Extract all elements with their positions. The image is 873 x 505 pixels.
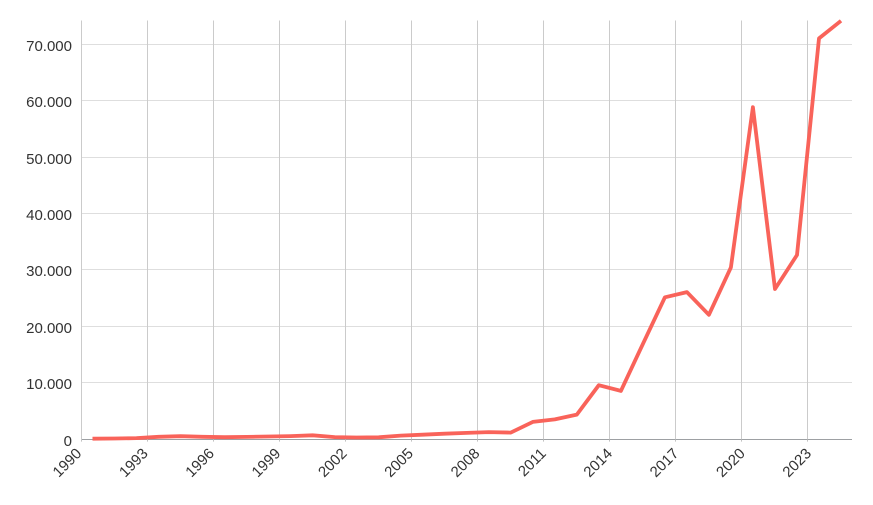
svg-text:30.000: 30.000 xyxy=(26,263,72,280)
svg-text:10.000: 10.000 xyxy=(26,376,72,393)
svg-text:0: 0 xyxy=(64,433,72,450)
svg-text:50.000: 50.000 xyxy=(26,151,72,168)
svg-text:70.000: 70.000 xyxy=(26,38,72,55)
svg-text:60.000: 60.000 xyxy=(26,94,72,111)
svg-text:20.000: 20.000 xyxy=(26,320,72,337)
svg-text:40.000: 40.000 xyxy=(26,207,72,224)
